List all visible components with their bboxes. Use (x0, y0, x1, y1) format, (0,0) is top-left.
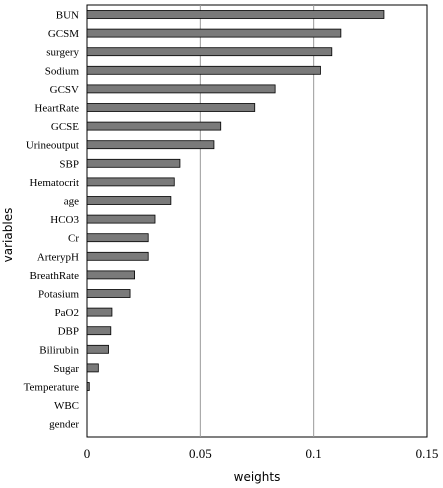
bar-gcsv (86, 84, 276, 94)
x-tick-label: 0 (84, 446, 91, 461)
category-label: GCSV (50, 84, 79, 96)
category-label: Sodium (45, 65, 80, 77)
category-label: surgery (46, 47, 79, 59)
x-tick-labels: 0 0.05 0.1 0.15 (84, 446, 439, 461)
category-label: SBP (59, 158, 79, 170)
category-label: age (64, 196, 79, 208)
bar-dbp (86, 326, 112, 336)
x-axis-title: weights (234, 470, 281, 484)
bar-temperature (86, 382, 90, 391)
category-label: Cr (68, 233, 79, 245)
category-label: BreathRate (30, 270, 80, 282)
category-label: Bilirubin (39, 344, 79, 356)
category-label: Potasium (38, 289, 79, 301)
bar-breathrate (86, 270, 135, 280)
category-label: ArterypH (37, 251, 79, 263)
bar-surgery (86, 47, 333, 57)
category-labels: BUN GCSM surgery Sodium GCSV HeartRate GCSE Uri… (24, 10, 80, 431)
category-label: HeartRate (34, 103, 79, 115)
bar-gcse (86, 121, 222, 131)
bar-pao2 (86, 307, 113, 317)
category-label: PaO2 (55, 307, 79, 319)
category-label: GCSM (48, 28, 79, 40)
category-label: DBP (58, 326, 79, 338)
category-label: Hematocrit (30, 177, 79, 189)
category-label: gender (49, 419, 79, 431)
bar-urineoutput (86, 140, 215, 150)
bar-sugar (86, 363, 99, 373)
x-tick-label: 0.15 (416, 446, 439, 461)
category-label: Sugar (53, 363, 79, 375)
x-tick-label: 0.05 (189, 446, 212, 461)
bar-sbp (86, 158, 181, 168)
gridlines (199, 5, 315, 437)
category-label: HCO3 (50, 214, 79, 226)
category-label: Urineoutput (26, 140, 79, 152)
bar-cr (86, 233, 149, 243)
bar-sodium (86, 65, 321, 75)
category-label: Temperature (24, 382, 80, 394)
bar-hematocrit (86, 177, 175, 187)
bar-potasium (86, 289, 131, 298)
bar-arteryph (86, 251, 149, 261)
category-label: GCSE (51, 121, 79, 133)
bar-hco3 (86, 214, 156, 224)
y-axis-title: variables (1, 208, 15, 263)
bar-age (86, 196, 172, 205)
bars (86, 10, 385, 391)
category-label: BUN (56, 10, 79, 22)
bar-bilirubin (86, 344, 109, 354)
bar-heartrate (86, 103, 256, 112)
bar-bun (86, 10, 385, 19)
category-label: WBC (54, 400, 79, 412)
x-tick-label: 0.1 (306, 446, 322, 461)
bar-gcsm (86, 28, 342, 38)
